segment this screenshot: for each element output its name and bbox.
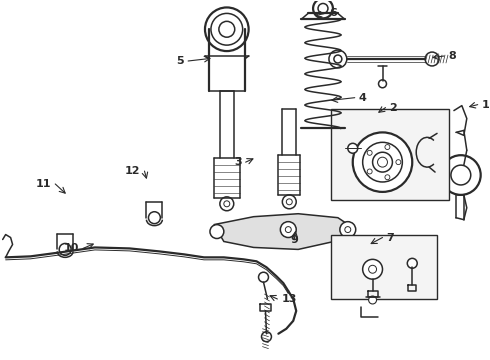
Circle shape xyxy=(348,143,358,153)
Circle shape xyxy=(259,272,269,282)
Text: 7: 7 xyxy=(387,233,394,243)
Text: 1: 1 xyxy=(482,100,490,110)
Text: 10: 10 xyxy=(64,243,79,253)
Polygon shape xyxy=(214,214,353,249)
Circle shape xyxy=(340,222,356,238)
Text: 3: 3 xyxy=(234,157,242,167)
Circle shape xyxy=(334,55,342,63)
Circle shape xyxy=(262,332,271,342)
Text: 9: 9 xyxy=(290,234,298,244)
Circle shape xyxy=(363,142,402,182)
Circle shape xyxy=(59,243,71,255)
Circle shape xyxy=(210,225,224,239)
Circle shape xyxy=(205,8,248,51)
Circle shape xyxy=(148,212,160,224)
Text: 11: 11 xyxy=(36,179,51,189)
Circle shape xyxy=(363,259,383,279)
Circle shape xyxy=(329,50,347,68)
Text: 5: 5 xyxy=(176,56,184,66)
Circle shape xyxy=(379,80,387,88)
Circle shape xyxy=(280,222,296,238)
Circle shape xyxy=(425,52,439,66)
Circle shape xyxy=(368,296,376,304)
Text: 6: 6 xyxy=(329,8,337,18)
Text: 8: 8 xyxy=(448,51,456,61)
Bar xyxy=(331,109,449,200)
Circle shape xyxy=(407,258,417,268)
Circle shape xyxy=(318,4,328,13)
Text: 13: 13 xyxy=(281,294,297,304)
Circle shape xyxy=(353,132,412,192)
Bar xyxy=(331,235,437,299)
Circle shape xyxy=(441,155,481,195)
Circle shape xyxy=(220,197,234,211)
Circle shape xyxy=(451,165,471,185)
Circle shape xyxy=(282,195,296,209)
Text: 4: 4 xyxy=(359,93,367,103)
Circle shape xyxy=(313,0,333,18)
Text: 2: 2 xyxy=(390,103,397,113)
Text: 12: 12 xyxy=(125,166,141,176)
Circle shape xyxy=(211,13,243,45)
